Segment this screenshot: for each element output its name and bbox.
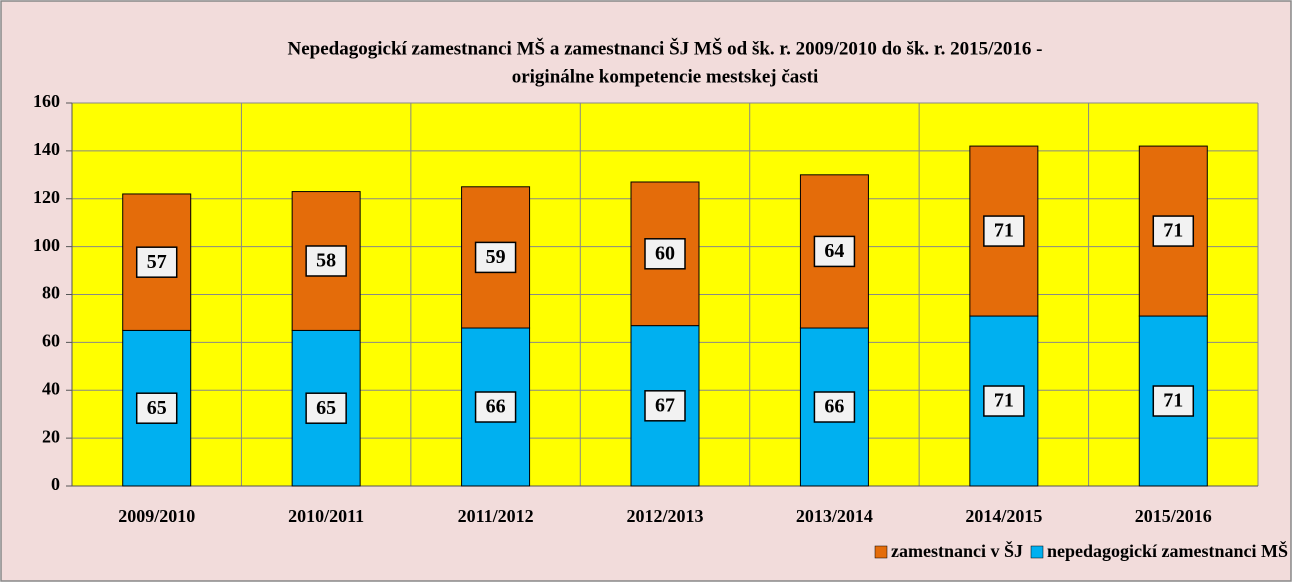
x-tick-label: 2009/2010 <box>118 506 195 526</box>
chart-title: Nepedagogickí zamestnanci MŠ a zamestnan… <box>288 37 1043 59</box>
data-label: 64 <box>824 240 844 262</box>
legend-swatch <box>874 545 888 559</box>
data-label-box <box>983 385 1025 417</box>
data-label: 71 <box>994 220 1014 242</box>
data-label-box <box>813 235 856 268</box>
x-tick-label: 2012/2013 <box>626 506 703 526</box>
legend-swatch <box>1030 545 1044 559</box>
data-label: 66 <box>486 396 506 418</box>
y-tick-label: 20 <box>42 426 60 446</box>
data-label-box <box>474 241 517 274</box>
data-label: 58 <box>316 250 336 272</box>
data-label: 71 <box>1163 220 1183 242</box>
data-label: 67 <box>655 394 675 416</box>
x-tick-label: 2010/2011 <box>288 506 364 526</box>
y-tick-label: 60 <box>42 331 60 351</box>
data-label-box <box>983 215 1025 247</box>
x-tick-label: 2015/2016 <box>1135 506 1212 526</box>
data-label-box <box>305 392 347 424</box>
data-label: 65 <box>147 397 167 419</box>
data-label-box <box>644 390 686 422</box>
data-label: 65 <box>316 397 336 419</box>
data-label-box <box>474 391 517 423</box>
legend-label: zamestnanci v ŠJ <box>891 540 1023 561</box>
data-label: 71 <box>1163 390 1183 412</box>
data-label-box <box>1152 385 1195 417</box>
data-label-box <box>305 245 347 277</box>
x-tick-label: 2011/2012 <box>458 506 534 526</box>
data-label: 59 <box>486 246 506 268</box>
data-label: 71 <box>994 390 1014 412</box>
data-label-box <box>813 391 856 423</box>
x-tick-label: 2014/2015 <box>965 506 1042 526</box>
y-tick-label: 80 <box>42 283 60 303</box>
data-label: 66 <box>824 396 844 418</box>
data-label-box <box>135 246 178 278</box>
y-tick-label: 40 <box>42 378 60 398</box>
data-label-box <box>644 238 686 270</box>
chart-title: originálne kompetencie mestskej časti <box>512 66 819 87</box>
x-tick-label: 2013/2014 <box>796 506 873 526</box>
y-tick-label: 120 <box>33 187 60 207</box>
y-tick-label: 140 <box>33 139 60 159</box>
data-label: 57 <box>147 251 167 273</box>
data-label: 60 <box>655 242 675 264</box>
bar-segment <box>291 191 361 331</box>
y-tick-label: 100 <box>33 235 60 255</box>
data-label-box <box>135 392 178 424</box>
legend-label: nepedagogickí zamestnanci MŠ <box>1047 540 1288 561</box>
y-tick-label: 160 <box>33 91 60 111</box>
data-label-box <box>1152 215 1195 247</box>
y-tick-label: 0 <box>51 474 60 494</box>
